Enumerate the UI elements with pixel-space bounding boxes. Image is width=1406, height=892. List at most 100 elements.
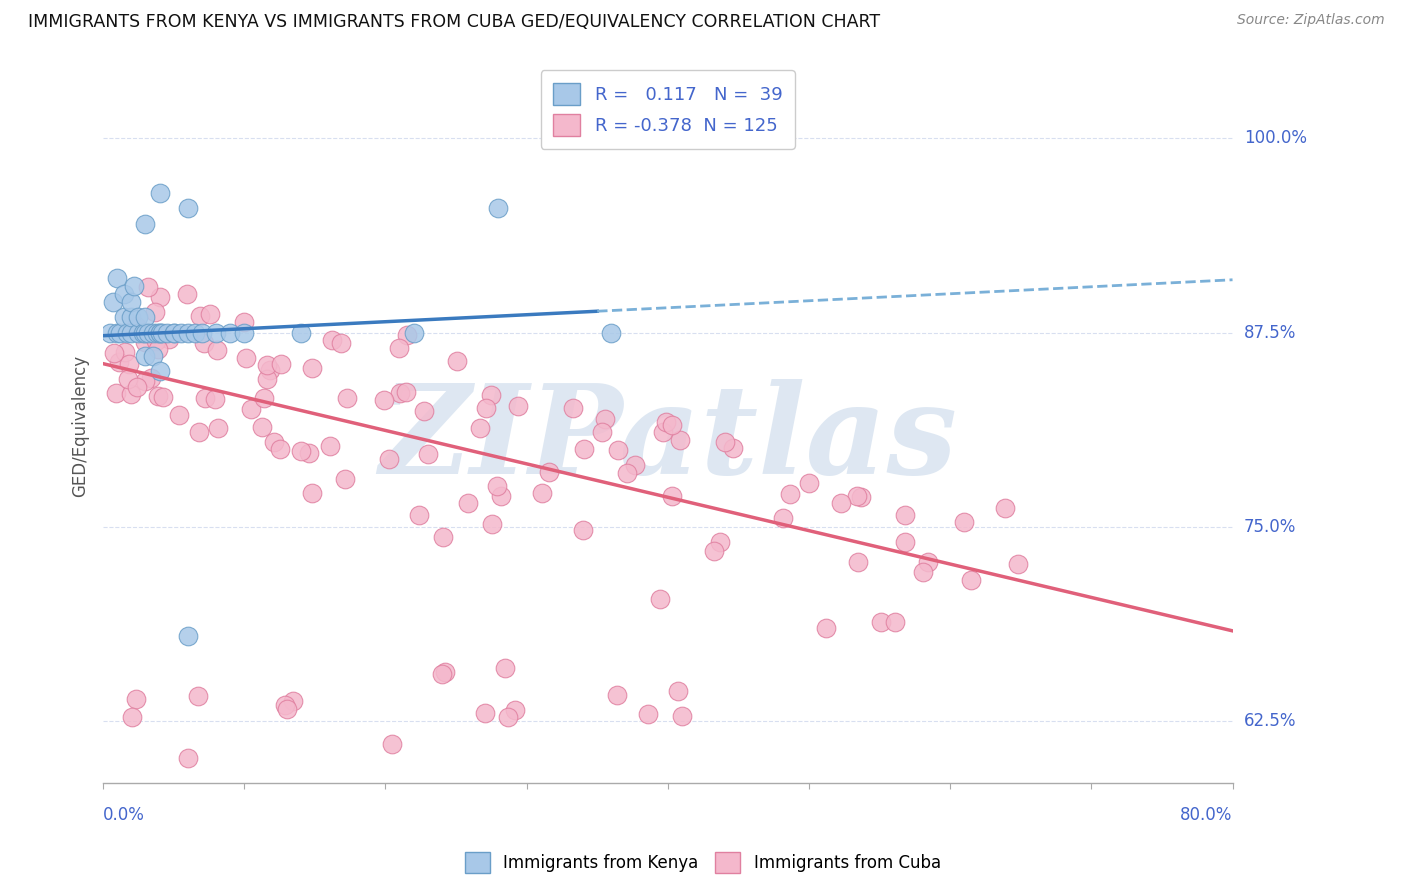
Point [561,401,583,416]
Point [814,622,837,636]
Point [176,287,198,301]
Point [389,386,412,401]
Point [479,388,502,402]
Point [120,310,142,324]
Point [136,280,159,294]
Point [457,496,479,510]
Legend: Immigrants from Kenya, Immigrants from Cuba: Immigrants from Kenya, Immigrants from C… [458,846,948,880]
Point [105,326,128,340]
Point [481,516,503,531]
Point [709,534,731,549]
Point [290,326,312,340]
Point [491,489,513,503]
Point [157,332,180,346]
Point [187,689,209,703]
Point [191,326,214,340]
Point [108,354,131,368]
Point [149,186,172,200]
Point [177,628,200,642]
Point [779,487,801,501]
Point [432,530,454,544]
Point [125,380,148,394]
Point [496,710,519,724]
Point [240,402,263,417]
Point [253,391,276,405]
Point [124,319,146,334]
Point [184,326,207,340]
Point [149,326,172,340]
Point [198,307,221,321]
Point [917,555,939,569]
Point [141,326,163,340]
Point [1007,558,1029,572]
Point [163,326,186,340]
Point [177,202,200,216]
Point [378,452,401,467]
Point [152,326,174,340]
Point [591,425,613,440]
Point [616,467,638,481]
Point [395,384,418,399]
Point [141,349,163,363]
Point [494,661,516,675]
Point [146,388,169,402]
Point [145,334,167,348]
Point [120,386,142,401]
Point [177,326,200,340]
Point [118,357,141,371]
Point [669,433,692,447]
Point [121,710,143,724]
Point [120,326,142,340]
Point [531,486,554,500]
Text: 80.0%: 80.0% [1180,806,1233,824]
Point [250,419,273,434]
Point [884,615,907,629]
Point [122,279,145,293]
Point [321,334,343,348]
Legend: R =   0.117   N =  39, R = -0.378  N = 125: R = 0.117 N = 39, R = -0.378 N = 125 [540,70,796,149]
Point [134,335,156,350]
Point [290,444,312,458]
Point [131,326,153,340]
Point [607,442,630,457]
Point [537,465,560,479]
Point [661,418,683,433]
Point [637,707,659,722]
Point [703,544,725,558]
Point [335,471,357,485]
Point [276,702,298,716]
Point [894,508,917,522]
Point [112,286,135,301]
Point [143,305,166,319]
Point [170,326,193,340]
Point [270,357,292,371]
Point [134,374,156,388]
Point [830,496,852,510]
Point [103,346,125,360]
Point [256,372,278,386]
Point [205,343,228,357]
Point [187,425,209,439]
Y-axis label: GED/Equivalency: GED/Equivalency [72,355,89,497]
Point [652,425,675,440]
Point [204,392,226,407]
Point [849,491,872,505]
Point [506,399,529,413]
Point [433,665,456,679]
Point [193,335,215,350]
Point [115,326,138,340]
Point [373,392,395,407]
Point [232,315,254,329]
Point [797,475,820,490]
Point [301,486,323,500]
Point [269,442,291,456]
Point [661,489,683,503]
Point [117,372,139,386]
Point [104,386,127,401]
Point [146,326,169,340]
Point [233,326,256,340]
Point [298,446,321,460]
Point [108,326,131,340]
Point [127,310,149,324]
Point [134,326,156,340]
